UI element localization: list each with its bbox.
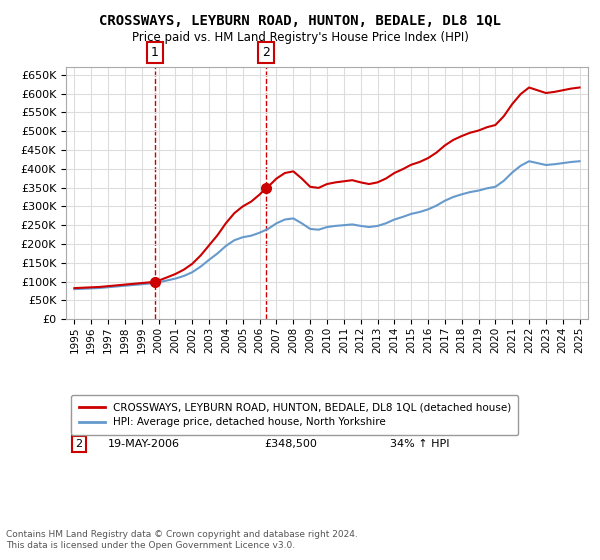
Text: 12-OCT-1999: 12-OCT-1999 <box>108 416 181 426</box>
Text: Price paid vs. HM Land Registry's House Price Index (HPI): Price paid vs. HM Land Registry's House … <box>131 31 469 44</box>
Text: 2: 2 <box>76 439 83 449</box>
Text: CROSSWAYS, LEYBURN ROAD, HUNTON, BEDALE, DL8 1QL: CROSSWAYS, LEYBURN ROAD, HUNTON, BEDALE,… <box>99 14 501 28</box>
Text: 1: 1 <box>76 416 83 426</box>
Text: 34% ↑ HPI: 34% ↑ HPI <box>389 439 449 449</box>
Text: Contains HM Land Registry data © Crown copyright and database right 2024.: Contains HM Land Registry data © Crown c… <box>6 530 358 539</box>
Text: 7% ↓ HPI: 7% ↓ HPI <box>389 416 442 426</box>
Text: £348,500: £348,500 <box>265 439 317 449</box>
Text: 19-MAY-2006: 19-MAY-2006 <box>108 439 180 449</box>
Legend: CROSSWAYS, LEYBURN ROAD, HUNTON, BEDALE, DL8 1QL (detached house), HPI: Average : CROSSWAYS, LEYBURN ROAD, HUNTON, BEDALE,… <box>71 395 518 435</box>
Text: 1: 1 <box>151 46 159 59</box>
Text: £100,000: £100,000 <box>265 416 317 426</box>
Text: 2: 2 <box>262 46 270 59</box>
Text: This data is licensed under the Open Government Licence v3.0.: This data is licensed under the Open Gov… <box>6 541 295 550</box>
